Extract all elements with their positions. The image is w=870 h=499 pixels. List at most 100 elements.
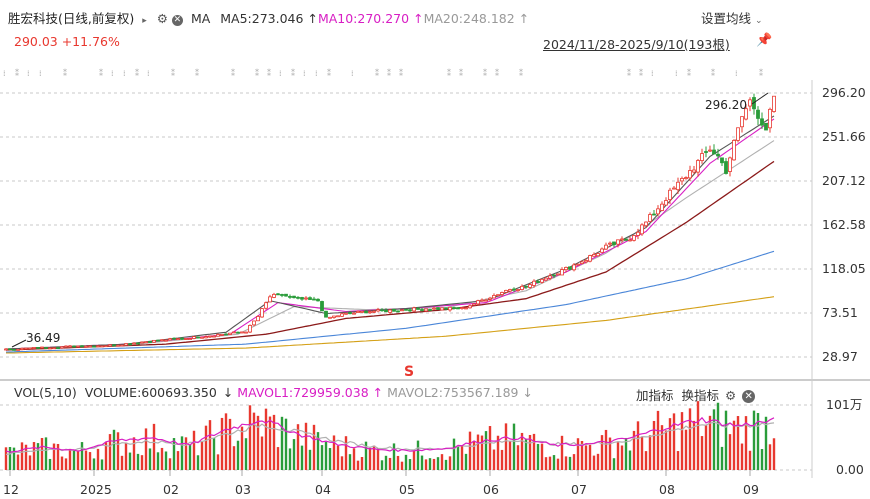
candle[interactable] [508, 289, 512, 292]
candle[interactable] [540, 278, 544, 283]
candle[interactable] [428, 309, 432, 311]
candle[interactable] [148, 341, 152, 343]
candle[interactable] [388, 309, 392, 313]
candle[interactable] [456, 307, 460, 310]
candle[interactable] [572, 264, 576, 271]
candle[interactable] [392, 308, 396, 312]
volume-bar[interactable] [700, 436, 704, 470]
candle[interactable] [356, 310, 360, 313]
candle[interactable] [616, 239, 620, 245]
volume-bar[interactable] [616, 442, 620, 470]
candle[interactable] [704, 151, 708, 153]
volume-bar[interactable] [492, 449, 496, 470]
volume-bar[interactable] [356, 460, 360, 470]
event-dot[interactable]: ⁑ [519, 67, 523, 78]
volume-bar[interactable] [460, 445, 464, 470]
candle[interactable] [332, 315, 336, 318]
candle[interactable] [640, 224, 644, 235]
candle[interactable] [488, 297, 492, 300]
candle[interactable] [16, 349, 20, 351]
candle[interactable] [684, 177, 688, 179]
volume-bar[interactable] [756, 413, 760, 470]
candle[interactable] [108, 344, 112, 347]
volume-bar[interactable] [328, 448, 332, 470]
volume-bar[interactable] [404, 454, 408, 470]
volume-bar[interactable] [260, 436, 264, 470]
volume-bar[interactable] [432, 458, 436, 470]
volume-bar[interactable] [84, 450, 88, 470]
event-dot[interactable]: ⁑ [327, 67, 331, 78]
volume-bar[interactable] [464, 453, 468, 470]
candle[interactable] [496, 294, 500, 297]
volume-bar[interactable] [592, 455, 596, 470]
candle[interactable] [120, 344, 124, 347]
volume-bar[interactable] [280, 416, 284, 470]
candle[interactable] [372, 310, 376, 313]
volume-bar[interactable] [344, 436, 348, 470]
candle[interactable] [92, 345, 96, 348]
candle[interactable] [764, 122, 768, 131]
add-indicator-button[interactable]: 加指标 [636, 388, 674, 403]
volume-bar[interactable] [156, 452, 160, 470]
volume-bar[interactable] [220, 417, 224, 470]
volume-bar[interactable] [104, 442, 108, 470]
date-range[interactable]: 2024/11/28-2025/9/10(193根) [543, 37, 730, 52]
volume-bar[interactable] [252, 412, 256, 470]
candle[interactable] [424, 308, 428, 312]
event-dot[interactable]: ⁑ [255, 67, 259, 78]
candle[interactable] [632, 235, 636, 241]
volume-bar[interactable] [148, 448, 152, 470]
volume-bar[interactable] [580, 440, 584, 470]
volume-bar[interactable] [292, 439, 296, 470]
volume-bar[interactable] [272, 414, 276, 470]
candle[interactable] [500, 292, 504, 295]
volume-bar[interactable] [352, 448, 356, 470]
volume-bar[interactable] [496, 435, 500, 470]
candle[interactable] [72, 345, 76, 348]
candle[interactable] [688, 170, 692, 179]
volume-bar[interactable] [420, 455, 424, 470]
volume-bar[interactable] [572, 454, 576, 470]
volume-bar[interactable] [488, 426, 492, 470]
event-dot[interactable]: ⁑ [399, 67, 403, 78]
candle[interactable] [288, 295, 292, 298]
volume-bar[interactable] [308, 449, 312, 470]
candle[interactable] [160, 339, 164, 342]
volume-bar[interactable] [324, 441, 328, 470]
volume-bar[interactable] [468, 431, 472, 470]
volume-bar[interactable] [212, 437, 216, 470]
candle[interactable] [140, 341, 144, 344]
volume-bar[interactable] [204, 425, 208, 470]
candle[interactable] [264, 302, 268, 309]
candle[interactable] [436, 307, 440, 310]
close-icon[interactable]: ✕ [171, 15, 183, 26]
volume-bar[interactable] [512, 423, 516, 470]
volume-bar[interactable] [728, 434, 732, 470]
volume-bar[interactable] [412, 450, 416, 470]
event-dot[interactable]: ⁑ [267, 67, 271, 78]
candle[interactable] [468, 305, 472, 309]
event-dot[interactable]: ⁑ [171, 67, 175, 78]
volume-bar[interactable] [744, 416, 748, 470]
candle[interactable] [476, 300, 480, 305]
candle[interactable] [336, 315, 340, 318]
volume-bar[interactable] [24, 444, 28, 470]
volume-bar[interactable] [176, 451, 180, 470]
event-dot[interactable]: ⁑ [759, 67, 763, 78]
event-dot[interactable]: ⁑ [135, 67, 139, 78]
candle[interactable] [268, 296, 272, 303]
volume-bar[interactable] [332, 435, 336, 470]
event-dot[interactable]: ⁑ [447, 67, 451, 78]
candle[interactable] [188, 338, 192, 340]
volume-bar[interactable] [516, 445, 520, 470]
candle[interactable] [84, 345, 88, 348]
volume-bar[interactable] [660, 425, 664, 470]
volume-bar[interactable] [764, 416, 768, 470]
volume-bar[interactable] [620, 445, 624, 470]
candle[interactable] [444, 307, 448, 310]
volume-bar[interactable] [316, 432, 320, 470]
candle[interactable] [132, 342, 136, 345]
candle[interactable] [384, 309, 388, 313]
volume-bar[interactable] [716, 402, 720, 470]
candle[interactable] [380, 309, 384, 312]
